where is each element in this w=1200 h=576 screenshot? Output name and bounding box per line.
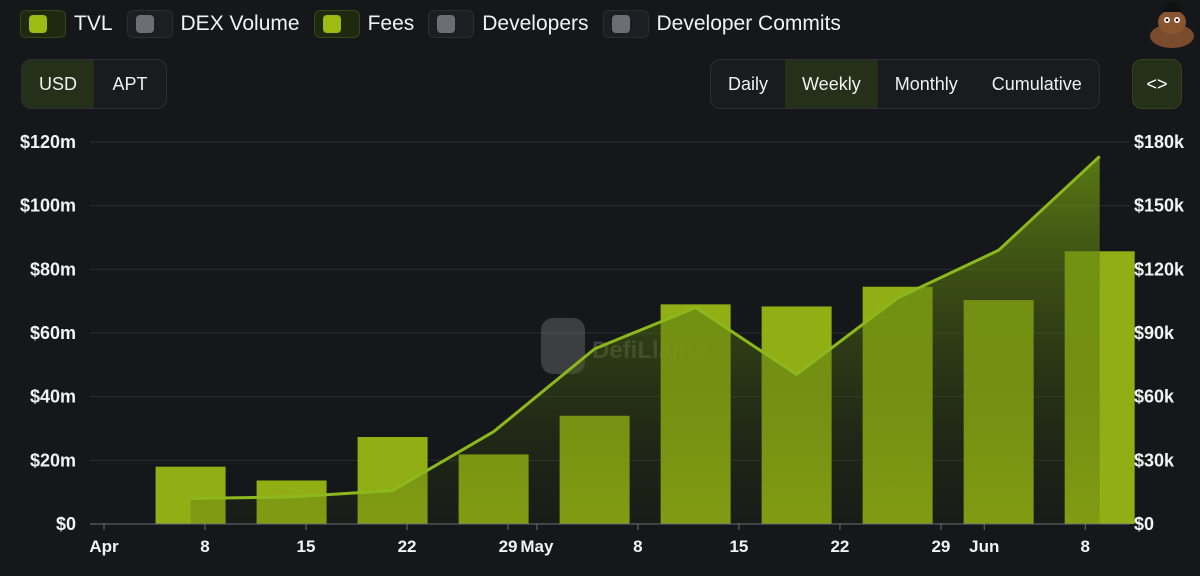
toggle-knob (29, 15, 47, 33)
legend-item-developer-commits[interactable]: Developer Commits (602, 10, 841, 38)
legend-toggle-tvl[interactable] (20, 10, 66, 38)
period-option-monthly[interactable]: Monthly (894, 73, 958, 94)
tvl-area (190, 155, 1101, 525)
toggle-knob (611, 15, 630, 33)
right-tick-label: $150k (1134, 196, 1185, 216)
left-tick-label: $20m (30, 450, 76, 470)
tvl-line[interactable] (190, 155, 1101, 500)
left-tick-label: $40m (30, 387, 76, 407)
period-option-cumulative[interactable]: Cumulative (991, 73, 1082, 94)
x-tick-label: Apr (89, 537, 119, 556)
left-tick-label: $100m (20, 196, 76, 216)
x-tick-label: 15 (729, 537, 748, 556)
right-tick-label: $180k (1134, 132, 1185, 152)
x-tick-label: Jun (969, 537, 999, 556)
right-tick-label: $0 (1134, 514, 1154, 534)
avatar[interactable] (1147, 0, 1197, 48)
embed-button[interactable]: <> (1132, 59, 1182, 109)
x-tick-label: 29 (931, 537, 950, 556)
right-tick-label: $120k (1134, 259, 1185, 279)
x-tick-label: 22 (398, 537, 417, 556)
x-tick-label: 8 (1081, 537, 1090, 556)
legend-toggle-developer-commits[interactable] (602, 10, 649, 38)
period-option-daily[interactable]: Daily (728, 73, 769, 94)
x-tick-label: 15 (297, 537, 316, 556)
legend-label: DEX Volume (180, 12, 300, 35)
x-tick-label: 8 (200, 537, 209, 556)
legend-toggle-developers[interactable] (428, 10, 475, 38)
period-toggle: Daily Weekly Monthly Cumulative (710, 59, 1100, 109)
toggle-knob (322, 15, 341, 33)
right-axis: $0 $30k $60k $90k $120k $150k $180k (1134, 132, 1185, 534)
currency-toggle: USD APT (21, 59, 167, 109)
left-tick-label: $120m (20, 132, 76, 152)
x-axis: Apr 8 15 22 29 May 8 15 22 29 Jun 8 (89, 523, 1130, 556)
period-option-weekly[interactable]: Weekly (785, 60, 878, 108)
llama-logo-icon (541, 318, 585, 374)
right-tick-label: $90k (1134, 323, 1175, 343)
legend-label: Developers (482, 12, 589, 35)
x-tick-label: May (520, 537, 554, 556)
currency-option-apt[interactable]: APT (112, 73, 148, 94)
legend-label: TVL (74, 12, 113, 35)
legend-item-tvl[interactable]: TVL (20, 10, 113, 38)
x-tick-label: 22 (830, 537, 849, 556)
left-tick-label: $80m (30, 259, 76, 279)
legend-item-developers[interactable]: Developers (428, 10, 589, 38)
toggle-knob (135, 15, 154, 33)
currency-option-usd[interactable]: USD (22, 60, 94, 108)
x-tick-label: 8 (633, 537, 642, 556)
tvl-area-fill (190, 156, 1100, 525)
right-tick-label: $30k (1134, 450, 1175, 470)
x-tick-label: 29 (499, 537, 518, 556)
toggle-knob (437, 15, 456, 33)
left-tick-label: $60m (30, 323, 76, 343)
legend-toggle-fees[interactable] (313, 10, 360, 38)
left-axis: $0 $20m $40m $60m $80m $100m $120m (20, 132, 76, 534)
legend: TVL DEX Volume Fees Developers Developer Com… (20, 10, 841, 38)
legend-item-fees[interactable]: Fees (313, 10, 415, 38)
left-tick-label: $0 (56, 514, 76, 534)
legend-label: Fees (367, 12, 415, 35)
legend-toggle-dex-volume[interactable] (126, 10, 173, 38)
legend-item-dex-volume[interactable]: DEX Volume (126, 10, 300, 38)
right-tick-label: $60k (1134, 387, 1175, 407)
legend-label: Developer Commits (656, 12, 841, 35)
